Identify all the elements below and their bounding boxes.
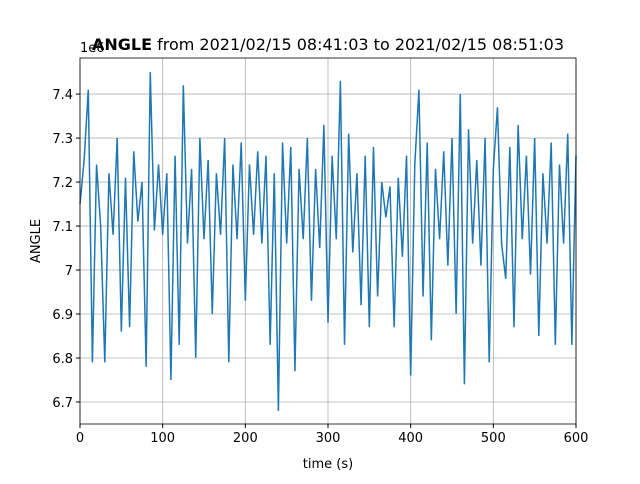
x-tick-label: 100 [150,431,175,446]
y-tick-label: 6.8 [52,352,73,367]
data-line [79,72,577,411]
y-tick-label: 7.3 [52,132,73,147]
plot-frame [79,57,577,425]
offset-label: 1e6 [80,41,105,56]
y-tick-label: 7.4 [52,88,73,103]
x-tick-label: 300 [316,431,341,446]
chart-title: ANGLE from 2021/02/15 08:41:03 to 2021/0… [92,35,564,54]
y-tick-label: 7 [65,264,73,279]
x-tick-label: 0 [76,431,84,446]
title-bold: ANGLE [92,35,152,54]
title-text: from 2021/02/15 08:41:03 to 2021/02/15 0… [157,35,564,54]
x-tick-label: 400 [398,431,423,446]
x-tick-label: 200 [233,431,258,446]
y-tick-label: 6.7 [52,396,73,411]
y-tick-label: 7.1 [52,220,73,235]
x-tick-label: 600 [564,431,589,446]
y-tick-label: 7.2 [52,176,73,191]
x-axis-label: time (s) [303,457,353,472]
x-tick-label: 500 [481,431,506,446]
y-tick-label: 6.9 [52,308,73,323]
y-axis-label: ANGLE [29,219,44,263]
